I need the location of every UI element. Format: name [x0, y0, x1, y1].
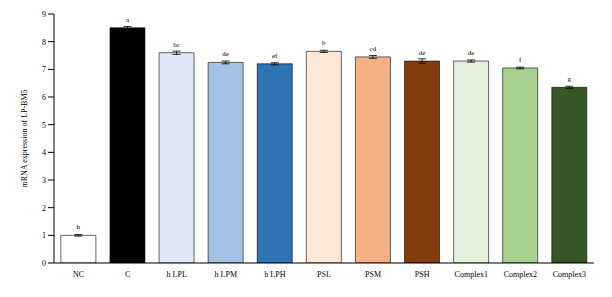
svg-text:PSH: PSH	[415, 270, 430, 279]
svg-text:7: 7	[42, 65, 46, 74]
svg-text:g: g	[568, 75, 572, 83]
svg-text:PSL: PSL	[317, 270, 331, 279]
svg-text:4: 4	[42, 148, 46, 157]
svg-text:de: de	[419, 49, 426, 57]
svg-text:Complex1: Complex1	[455, 270, 488, 279]
svg-text:C: C	[125, 270, 130, 279]
svg-text:NC: NC	[73, 270, 84, 279]
svg-text:0: 0	[42, 259, 46, 268]
svg-text:3: 3	[42, 176, 46, 185]
svg-text:9: 9	[42, 10, 46, 19]
svg-text:mRNA expression of LP-BM5: mRNA expression of LP-BM5	[20, 90, 29, 188]
svg-text:2: 2	[42, 204, 46, 213]
svg-text:Complex3: Complex3	[553, 270, 586, 279]
svg-text:bc: bc	[173, 41, 180, 49]
svg-text:h LPM: h LPM	[215, 270, 237, 279]
svg-text:a: a	[126, 16, 130, 24]
svg-text:h: h	[77, 223, 81, 231]
svg-text:h LPH: h LPH	[264, 270, 285, 279]
svg-text:8: 8	[42, 38, 46, 47]
svg-text:cd: cd	[370, 45, 377, 53]
svg-text:6: 6	[42, 93, 46, 102]
svg-text:de: de	[468, 49, 475, 57]
svg-text:h LPL: h LPL	[167, 270, 187, 279]
svg-text:Complex2: Complex2	[504, 270, 537, 279]
svg-text:de: de	[222, 50, 229, 58]
svg-text:1: 1	[42, 231, 46, 240]
svg-text:5: 5	[42, 121, 46, 130]
svg-text:ef: ef	[272, 52, 278, 60]
svg-text:PSM: PSM	[365, 270, 381, 279]
svg-text:b: b	[322, 39, 326, 47]
svg-text:f: f	[519, 56, 522, 64]
